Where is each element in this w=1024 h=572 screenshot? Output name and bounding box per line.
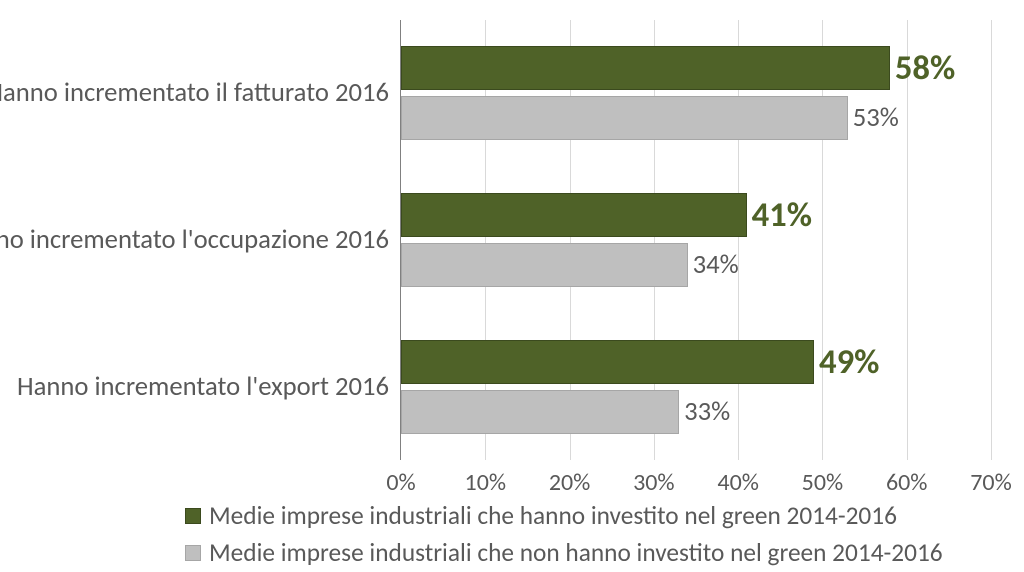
gridline bbox=[991, 20, 992, 460]
bar-nongreen: 34% bbox=[401, 243, 688, 287]
bar-value-label: 33% bbox=[678, 396, 730, 428]
category-label: Hanno incrementato l'export 2016 bbox=[17, 371, 401, 403]
bar-value-label: 49% bbox=[813, 341, 879, 383]
legend-label: Medie imprese industriali che non hanno … bbox=[209, 537, 943, 568]
x-tick-label: 50% bbox=[802, 460, 843, 497]
legend-swatch bbox=[185, 508, 201, 524]
bar-value-label: 58% bbox=[889, 47, 955, 89]
category-label: Hanno incrementato il fatturato 2016 bbox=[0, 77, 401, 109]
category-label: Hanno incrementato l'occupazione 2016 bbox=[0, 224, 401, 256]
legend-swatch bbox=[185, 545, 201, 561]
x-tick-label: 20% bbox=[549, 460, 590, 497]
x-tick-label: 70% bbox=[970, 460, 1011, 497]
bar-chart: 0% 10% 20% 30% 40% 50% 60% 70% Hanno incrementat… bbox=[0, 0, 1024, 572]
bar-value-label: 53% bbox=[847, 102, 899, 134]
legend-label: Medie imprese industriali che hanno inve… bbox=[209, 500, 897, 531]
bar-green: 49% bbox=[401, 340, 814, 384]
bar-nongreen: 53% bbox=[401, 96, 848, 140]
x-tick-label: 30% bbox=[633, 460, 674, 497]
x-tick-label: 10% bbox=[465, 460, 506, 497]
bar-value-label: 41% bbox=[746, 194, 812, 236]
x-tick-label: 0% bbox=[386, 460, 415, 497]
bar-value-label: 34% bbox=[687, 249, 739, 281]
bar-nongreen: 33% bbox=[401, 390, 679, 434]
bar-green: 58% bbox=[401, 46, 890, 90]
plot-area: 0%10%20%30%40%50%60%70%Hanno incrementat… bbox=[400, 20, 991, 460]
x-tick-label: 60% bbox=[886, 460, 927, 497]
bar-green: 41% bbox=[401, 193, 747, 237]
legend-item: Medie imprese industriali che hanno inve… bbox=[185, 500, 943, 531]
legend: Medie imprese industriali che hanno inve… bbox=[185, 500, 943, 568]
legend-item: Medie imprese industriali che non hanno … bbox=[185, 537, 943, 568]
x-tick-label: 40% bbox=[717, 460, 758, 497]
